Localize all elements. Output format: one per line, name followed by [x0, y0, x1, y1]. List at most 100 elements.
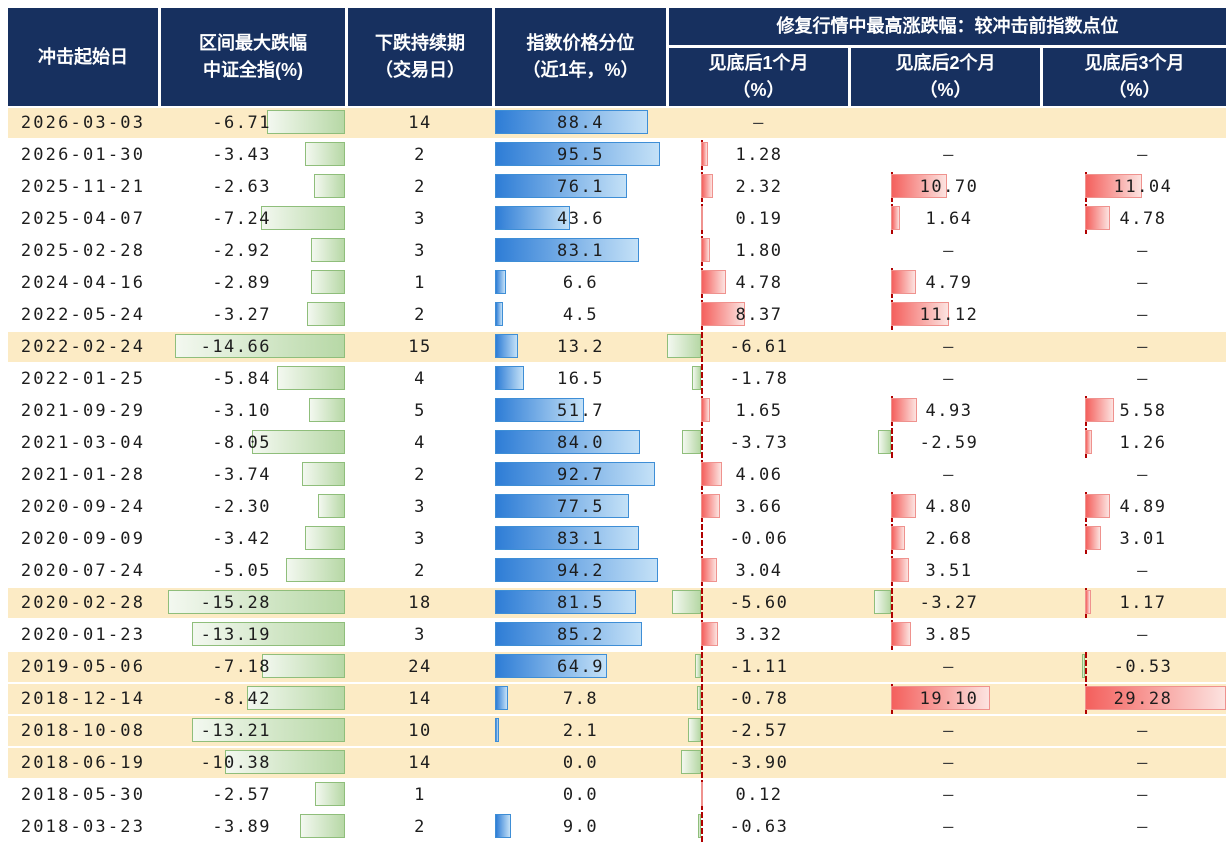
percentile-bar [495, 718, 499, 742]
drawdown-bar [167, 590, 345, 614]
table-row: 2018-05-30 -2.57 1 0.0 0.12 – – [8, 780, 1226, 812]
drawdown-value: -3.74 [212, 465, 271, 485]
drawdown-value: -10.38 [200, 753, 271, 773]
recovery-loss-bar [671, 590, 701, 614]
recovery-gain-bar [1085, 494, 1111, 518]
drawdown-value: -3.43 [212, 145, 271, 165]
duration-value: 14 [408, 753, 432, 773]
recovery-m1-value: -3.73 [729, 433, 789, 453]
recovery-gain-bar [891, 686, 991, 710]
duration-value: 3 [414, 529, 426, 549]
drawdown-value: -5.84 [212, 369, 271, 389]
recovery-m2-value: 10.70 [919, 177, 979, 197]
drawdown-bar [261, 654, 345, 678]
recovery-m3-value: 1.17 [1119, 593, 1167, 613]
recovery-m3-value: 5.58 [1119, 401, 1167, 421]
shock-date-cell: 2020-09-09 [20, 529, 146, 549]
table-row: 2018-10-08 -13.21 10 2.1 -2.57 – – [8, 716, 1226, 748]
zero-axis-line [701, 716, 703, 746]
recovery-m2-missing: – [943, 369, 955, 389]
shock-date-cell: 2019-05-06 [20, 657, 146, 677]
recovery-loss-bar [680, 750, 701, 774]
drawdown-value: -2.89 [212, 273, 271, 293]
drawdown-value: -8.05 [212, 433, 271, 453]
percentile-value: 92.7 [557, 465, 604, 485]
drawdown-bar [311, 270, 345, 294]
col-header-month3: 见底后3个月 （%） [1043, 48, 1226, 106]
recovery-m2-value: -2.59 [919, 433, 979, 453]
recovery-m1-value: -1.78 [729, 369, 789, 389]
col-header-label: 见底后3个月 [1084, 53, 1185, 73]
col-header-decline-duration: 下跌持续期 （交易日） [348, 8, 492, 106]
recovery-m3-missing: – [1137, 721, 1149, 741]
recovery-m1-missing: – [753, 113, 765, 133]
recovery-m1-value: -0.78 [729, 689, 789, 709]
drawdown-value: -13.21 [200, 721, 271, 741]
duration-value: 10 [408, 721, 432, 741]
table-row: 2020-01-23 -13.19 3 85.2 3.32 3.85 – [8, 620, 1226, 652]
recovery-loss-bar [1082, 654, 1085, 678]
recovery-m3-value: 11.04 [1113, 177, 1173, 197]
recovery-m2-value: 11.12 [919, 305, 979, 325]
recovery-m3-missing: – [1137, 273, 1149, 293]
recovery-m1-value: 0.19 [735, 209, 783, 229]
zero-axis-line [701, 812, 703, 842]
recovery-gain-bar [701, 142, 708, 166]
recovery-m2-value: 4.79 [925, 273, 973, 293]
recovery-m1-value: 2.32 [735, 177, 783, 197]
recovery-m2-value: 19.10 [919, 689, 979, 709]
drawdown-bar [247, 686, 345, 710]
recovery-m1-value: 4.78 [735, 273, 783, 293]
duration-value: 2 [414, 305, 426, 325]
recovery-m1-value: 3.66 [735, 497, 783, 517]
recovery-m2-value: 2.68 [925, 529, 973, 549]
recovery-gain-bar [1085, 590, 1092, 614]
recovery-m2-value: -3.27 [919, 593, 979, 613]
recovery-m2-value: 4.80 [925, 497, 973, 517]
shock-date-cell: 2018-10-08 [20, 721, 146, 741]
drawdown-bar [267, 110, 345, 134]
duration-value: 3 [414, 241, 426, 261]
recovery-m1-value: 0.12 [735, 785, 783, 805]
recovery-m1-value: 3.32 [735, 625, 783, 645]
drawdown-value: -15.28 [200, 593, 271, 613]
percentile-bar [495, 430, 641, 454]
recovery-m3-missing: – [1137, 753, 1149, 773]
drawdown-bar [277, 366, 345, 390]
table-row: 2018-12-14 -8.42 14 7.8 -0.78 19.10 29.28 [8, 684, 1226, 716]
percentile-value: 7.8 [562, 689, 599, 709]
table-row: 2021-03-04 -8.05 4 84.0 -3.73 -2.59 1.26 [8, 428, 1226, 460]
recovery-m2-value: 4.93 [925, 401, 973, 421]
percentile-bar [495, 558, 658, 582]
percentile-bar [495, 686, 509, 710]
duration-value: 3 [414, 625, 426, 645]
recovery-gain-bar [701, 462, 723, 486]
recovery-m2-value: 3.85 [925, 625, 973, 645]
recovery-m3-value: 4.78 [1119, 209, 1167, 229]
shock-date-cell: 2020-07-24 [20, 561, 146, 581]
table-row: 2019-05-06 -7.18 24 64.9 -1.11 – -0.53 [8, 652, 1226, 684]
col-header-label: 下跌持续期 [375, 33, 465, 53]
recovery-m3-missing: – [1137, 241, 1149, 261]
recovery-gain-bar [891, 558, 910, 582]
percentile-value: 0.0 [562, 785, 599, 805]
duration-value: 2 [414, 561, 426, 581]
zero-axis-line [891, 588, 893, 618]
drawdown-value: -2.57 [212, 785, 271, 805]
recovery-gain-bar [891, 270, 916, 294]
shock-date-cell: 2025-04-07 [20, 209, 146, 229]
recovery-gain-bar [701, 206, 703, 230]
percentile-bar [495, 238, 639, 262]
recovery-m2-missing: – [943, 753, 955, 773]
recovery-m1-value: -5.60 [729, 593, 789, 613]
recovery-loss-bar [695, 654, 701, 678]
zero-axis-line [891, 428, 893, 458]
table-row: 2020-09-24 -2.30 3 77.5 3.66 4.80 4.89 [8, 492, 1226, 524]
recovery-gain-bar [701, 622, 719, 646]
shock-date-cell: 2020-09-24 [20, 497, 146, 517]
recovery-m1-value: 1.65 [735, 401, 783, 421]
percentile-value: 85.2 [557, 625, 604, 645]
recovery-m2-value: 3.51 [925, 561, 973, 581]
shock-date-cell: 2022-02-24 [20, 337, 146, 357]
